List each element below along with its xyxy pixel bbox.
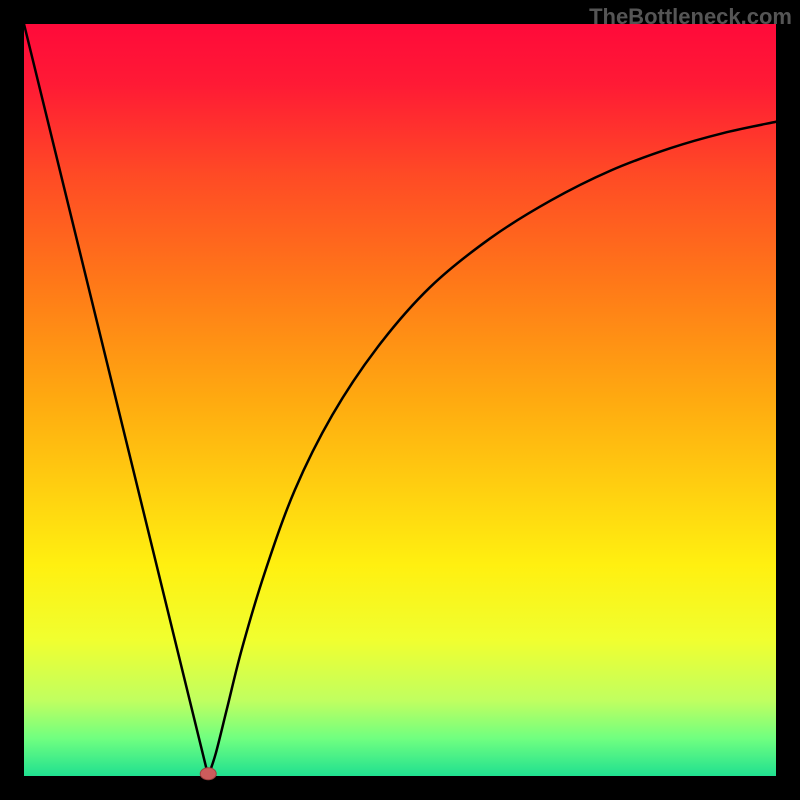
- watermark-text: TheBottleneck.com: [589, 4, 792, 30]
- bottleneck-marker: [200, 768, 216, 780]
- chart-container: TheBottleneck.com: [0, 0, 800, 800]
- plot-background: [24, 24, 776, 776]
- bottleneck-chart-svg: [0, 0, 800, 800]
